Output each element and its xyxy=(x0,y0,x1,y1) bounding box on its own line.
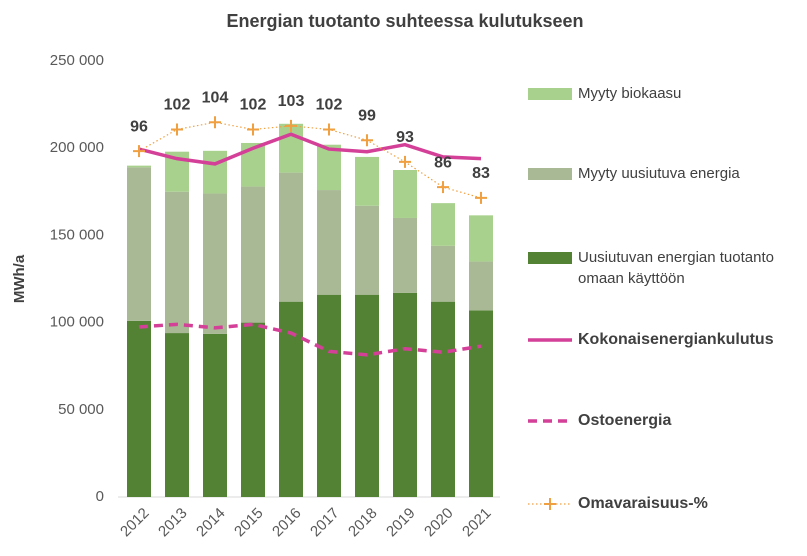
marker xyxy=(247,123,259,136)
legend-entry: Myyty biokaasu xyxy=(578,85,682,102)
x-tick-label: 2012 xyxy=(117,505,153,541)
x-tick-label: 2017 xyxy=(307,505,343,541)
data-label: 83 xyxy=(472,165,490,182)
data-label: 93 xyxy=(396,129,414,146)
bar-segment xyxy=(355,156,379,206)
line-series xyxy=(138,132,482,166)
y-tick-label: 250 000 xyxy=(50,52,104,69)
legend-entry: Ostoenergia xyxy=(578,412,672,429)
data-label: 102 xyxy=(164,97,191,114)
bar-segment xyxy=(431,245,455,302)
bar-segment xyxy=(279,172,303,302)
y-tick-label: 200 000 xyxy=(50,139,104,156)
x-tick-label: 2021 xyxy=(459,505,495,541)
legend-entry: Uusiutuvan energian tuotanto omaan käytt… xyxy=(578,249,774,287)
y-tick-label: 150 000 xyxy=(50,226,104,243)
chart-title: Energian tuotanto suhteessa kulutukseen xyxy=(226,11,583,31)
bar-segment xyxy=(165,333,189,497)
bar-segment xyxy=(203,333,227,497)
legend-swatch xyxy=(528,168,572,180)
bar-segment xyxy=(165,191,189,334)
bar-segment xyxy=(431,301,455,497)
y-tick-label: 50 000 xyxy=(58,401,104,418)
y-axis-label: MWh/a xyxy=(11,254,28,303)
bar-segment xyxy=(469,310,493,497)
marker xyxy=(323,123,335,136)
y-tick-label: 0 xyxy=(96,488,104,505)
bar-segment xyxy=(469,215,493,262)
legend-swatch xyxy=(528,252,572,264)
marker xyxy=(475,191,487,204)
legend-entry: Kokonaisenergiankulutus xyxy=(578,331,774,348)
legend-entry: Myyty uusiutuva energia xyxy=(578,165,740,182)
bar-segment xyxy=(203,150,227,194)
bar-segment xyxy=(469,261,493,311)
bar-segment xyxy=(127,165,151,168)
legend-swatch xyxy=(528,88,572,100)
data-label: 96 xyxy=(130,118,148,135)
data-label: 99 xyxy=(358,107,376,124)
bar-segment xyxy=(317,294,341,497)
y-tick-label: 100 000 xyxy=(50,314,104,331)
data-label: 102 xyxy=(316,97,343,114)
legend-marker xyxy=(544,498,556,510)
marker xyxy=(399,155,411,168)
marker xyxy=(361,134,373,147)
bar-segment xyxy=(393,217,417,293)
marker xyxy=(437,181,449,194)
bar-segment xyxy=(127,167,151,321)
bar-segment xyxy=(355,294,379,497)
bar-segment xyxy=(393,170,417,218)
x-tick-label: 2018 xyxy=(345,505,381,541)
marker xyxy=(171,123,183,136)
marker xyxy=(285,119,297,132)
bar-segment xyxy=(279,301,303,497)
bar-segment xyxy=(203,193,227,334)
data-label: 86 xyxy=(434,154,452,171)
line-series xyxy=(138,322,482,357)
x-tick-label: 2019 xyxy=(383,505,419,541)
x-tick-label: 2016 xyxy=(269,505,305,541)
bar-segment xyxy=(279,123,303,173)
marker xyxy=(133,145,145,158)
x-tick-label: 2013 xyxy=(155,505,191,541)
legend-entry: Omavaraisuus-% xyxy=(578,495,708,512)
bar-segment xyxy=(393,292,417,497)
data-label: 103 xyxy=(278,93,305,110)
bar-segment xyxy=(317,190,341,295)
x-tick-label: 2015 xyxy=(231,505,267,541)
bar-segment xyxy=(127,320,151,497)
data-label: 102 xyxy=(240,97,267,114)
bar-segment xyxy=(355,205,379,295)
bar-segment xyxy=(317,144,341,191)
x-tick-label: 2020 xyxy=(421,505,457,541)
bar-segment xyxy=(241,186,265,323)
bar-segment xyxy=(431,203,455,246)
x-tick-label: 2014 xyxy=(193,505,229,541)
data-label: 104 xyxy=(202,89,229,106)
bar-segment xyxy=(241,322,265,497)
marker xyxy=(209,116,221,129)
